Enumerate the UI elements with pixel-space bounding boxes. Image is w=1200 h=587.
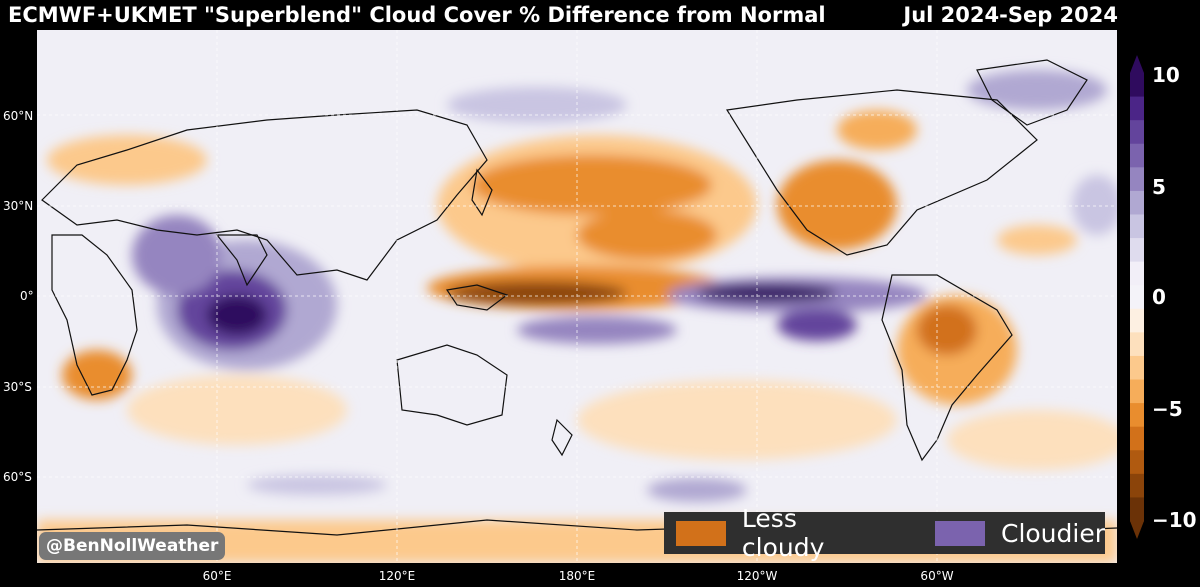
colorbar-segment: [1130, 355, 1144, 381]
legend-swatch-cloudier: [935, 520, 985, 546]
colorbar-extend-min: [1130, 521, 1144, 539]
anomaly-shading: [37, 70, 1117, 563]
colorbar-segment: [1130, 73, 1144, 98]
colorbar: [1130, 55, 1144, 539]
colorbar-segment: [1130, 120, 1144, 145]
colorbar-tick-5: 5: [1152, 175, 1166, 199]
legend: Less cloudy Cloudier: [664, 504, 1106, 562]
colorbar-tick-0: 0: [1152, 285, 1166, 309]
legend-swatch-less-cloudy: [676, 520, 726, 546]
colorbar-segment: [1130, 96, 1144, 121]
lon-label-120w: 120°W: [736, 569, 778, 583]
colorbar-segment: [1130, 497, 1144, 522]
lon-label-60w: 60°W: [920, 569, 954, 583]
lat-label-60n: 60°N: [3, 109, 34, 123]
colorbar-segment: [1130, 379, 1144, 404]
colorbar-segment: [1130, 238, 1144, 263]
lon-label-180e: 180°E: [558, 569, 596, 583]
colorbar-segment: [1130, 190, 1144, 215]
colorbar-segment: [1130, 308, 1144, 333]
lon-label-60e: 60°E: [202, 569, 232, 583]
colorbar-segment: [1130, 450, 1144, 475]
lat-label-30n: 30°N: [3, 199, 34, 213]
cloud-anomaly-map: [37, 30, 1117, 563]
watermark-handle: @BenNollWeather: [39, 532, 226, 560]
colorbar-tick-minus5: −5: [1152, 397, 1183, 421]
colorbar-segment: [1130, 426, 1144, 451]
colorbar-segment: [1130, 473, 1144, 498]
colorbar-extend-max: [1130, 55, 1144, 73]
colorbar-segment: [1130, 285, 1144, 310]
map-canvas: [37, 30, 1117, 563]
colorbar-segment: [1130, 261, 1144, 286]
colorbar-segments: [1130, 55, 1144, 539]
lat-label-60s: 60°S: [3, 470, 32, 484]
lon-label-120e: 120°E: [378, 569, 416, 583]
colorbar-segment: [1130, 143, 1144, 168]
map-title: ECMWF+UKMET "Superblend" Cloud Cover % D…: [8, 3, 826, 27]
colorbar-segment: [1130, 403, 1144, 428]
legend-label-cloudier: Cloudier: [1000, 518, 1106, 548]
colorbar-segment: [1130, 332, 1144, 357]
legend-label-less-cloudy: Less cloudy: [741, 504, 825, 562]
forecast-period: Jul 2024-Sep 2024: [903, 3, 1118, 27]
colorbar-segment: [1130, 167, 1144, 192]
colorbar-tick-minus10: −10: [1152, 508, 1197, 532]
colorbar-segment: [1130, 214, 1144, 239]
lat-label-equator: 0°: [20, 289, 34, 303]
gridlines: [37, 30, 1117, 563]
colorbar-tick-10: 10: [1152, 63, 1180, 87]
lat-label-30s: 30°S: [3, 380, 32, 394]
